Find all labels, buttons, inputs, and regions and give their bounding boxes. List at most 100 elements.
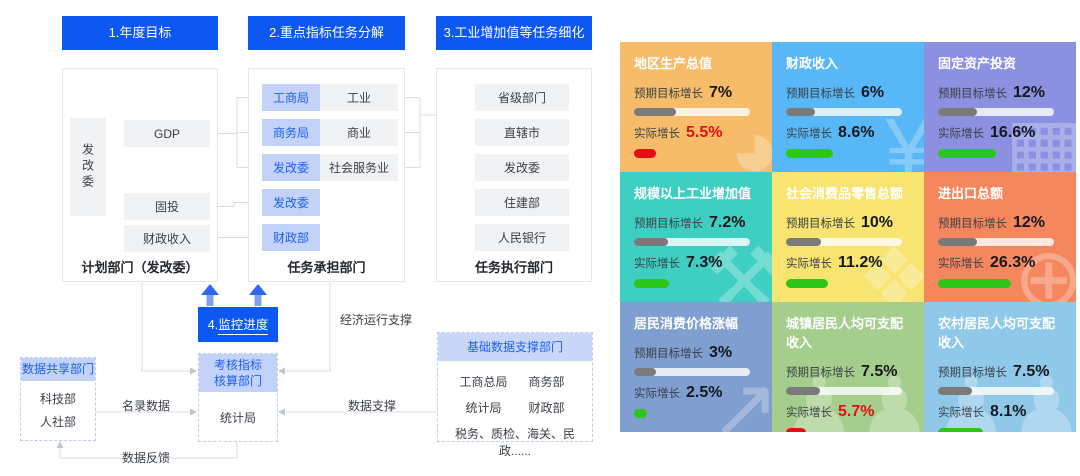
target-label: 预期目标增长 [634, 348, 703, 360]
target-value: 7% [709, 84, 733, 101]
target-label: 预期目标增长 [786, 367, 855, 379]
support-more: 税务、质检、海关、民政...... [454, 427, 575, 458]
monitor-label: 监控进度 [218, 314, 269, 335]
actual-value: 5.5% [686, 124, 723, 141]
actual-label: 实际增长 [634, 388, 680, 400]
actual-bar [634, 279, 669, 288]
dept-chip: 财政部 [262, 224, 320, 251]
base-support-title: 基础数据支撑部门 [438, 333, 592, 361]
card-gdp: ◕ 地区生产总值 预期目标增长 7% 实际增长 5.5% [620, 42, 772, 172]
undertake-caption: 任务承担部门 [287, 260, 366, 275]
step3-header: 3.工业增加值等任务细化 [436, 16, 592, 50]
target-label: 预期目标增长 [634, 218, 703, 230]
money-bag-icon: ¥ [885, 101, 924, 172]
actual-bar [634, 409, 647, 418]
target-track [786, 108, 902, 116]
fiscal-revenue-box: 财政收入 [124, 225, 210, 252]
target-value: 7.5% [1013, 363, 1050, 380]
target-label: 预期目标增长 [786, 88, 855, 100]
target-value: 12% [1013, 84, 1046, 101]
buildings-icon: ▦ [1004, 101, 1076, 172]
dept-chip: 商务局 [262, 119, 320, 146]
data-feedback-label: 数据反馈 [122, 451, 171, 465]
card-title: 农村居民人均可支配收入 [938, 316, 1056, 350]
fixed-investment-box: 固投 [124, 193, 210, 220]
card-urban-income: ♟♟ 城镇居民人均可支配收入 预期目标增长 7.5% 实际增长 5.7% [772, 302, 924, 432]
data-share-title: 数据共享部门 [21, 358, 95, 381]
actual-label: 实际增长 [786, 258, 832, 270]
target-track [938, 238, 1054, 246]
actual-bar [786, 279, 828, 288]
target-label: 预期目标增长 [634, 88, 703, 100]
target-fill [938, 108, 978, 116]
card-title: 财政收入 [786, 56, 839, 71]
exec-box: 发改委 [475, 154, 569, 181]
data-share-box: 数据共享部门 科技部 人社部 [20, 357, 96, 441]
support-item: 商务部 [528, 375, 565, 389]
target-value: 7.5% [861, 363, 898, 380]
monitor-progress-box: 4. 监控进度 [198, 307, 278, 342]
target-value: 10% [861, 214, 894, 231]
sector-box: 商业 [320, 119, 398, 146]
card-industrial-added-value: ⚒ 规模以上工业增加值 预期目标增长 7.2% 实际增长 7.3% [620, 172, 772, 302]
card-import-export: ⊕ 进出口总额 预期目标增长 12% 实际增长 26.3% [924, 172, 1076, 302]
target-track [634, 238, 750, 246]
actual-value: 16.6% [990, 124, 1036, 141]
target-track [786, 238, 902, 246]
actual-value: 8.1% [990, 403, 1027, 420]
registry-data-label: 名录数据 [122, 399, 171, 413]
target-label: 预期目标增长 [938, 367, 1007, 379]
kpi-card-grid: ◕ 地区生产总值 预期目标增长 7% 实际增长 5.5% ¥ 财政收入 预期目标增长… [620, 42, 1076, 432]
card-title: 地区生产总值 [634, 56, 713, 71]
people-icon: ♟♟ [781, 361, 924, 432]
actual-bar [938, 428, 983, 432]
step2-header: 2.重点指标任务分解 [248, 16, 405, 50]
actual-bar [938, 279, 1011, 288]
sector-box: 社会服务业 [320, 154, 398, 181]
target-track [786, 387, 902, 395]
support-item: 财政部 [528, 401, 565, 415]
economic-support-label: 经济运行支撑 [340, 313, 413, 327]
actual-bar [938, 149, 996, 158]
actual-value: 7.3% [686, 254, 723, 271]
dept-chip: 发改委 [262, 154, 320, 181]
execute-caption: 任务执行部门 [474, 260, 553, 275]
card-title: 固定资产投资 [938, 56, 1017, 71]
globe-icon: ⊕ [1013, 231, 1076, 302]
target-fill [634, 368, 657, 376]
price-tag-icon: ❖ [856, 231, 924, 302]
target-label: 预期目标增长 [938, 218, 1007, 230]
card-cpi: ↗ 居民消费价格涨幅 预期目标增长 3% 实际增长 2.5% [620, 302, 772, 432]
actual-value: 8.6% [838, 124, 875, 141]
target-fill [634, 238, 668, 246]
step1-header: 1.年度目标 [62, 16, 218, 50]
actual-bar [634, 149, 656, 158]
assessment-title: 考核指标 核算部门 [199, 354, 277, 392]
card-title: 居民消费价格涨幅 [634, 316, 739, 331]
exec-box: 人民银行 [475, 224, 569, 251]
gdp-box: GDP [124, 120, 210, 147]
exec-box: 直辖市 [475, 119, 569, 146]
actual-value: 5.7% [838, 403, 875, 420]
monitor-prefix: 4. [207, 317, 219, 332]
people-icon: ♟♟ [933, 361, 1076, 432]
target-label: 预期目标增长 [938, 88, 1007, 100]
card-title: 规模以上工业增加值 [634, 186, 752, 201]
base-support-box: 基础数据支撑部门 工商总局 商务部 统计局 财政部 税务、质检、海关、民政...… [437, 332, 593, 458]
actual-label: 实际增长 [634, 258, 680, 270]
data-share-item: 人社部 [39, 415, 76, 429]
pie-chart-icon: ◕ [729, 101, 772, 172]
card-retail-sales: ❖ 社会消费品零售总额 预期目标增长 10% 实际增长 11.2% [772, 172, 924, 302]
card-title: 进出口总额 [938, 186, 1004, 201]
card-title: 城镇居民人均可支配收入 [786, 316, 904, 350]
actual-value: 2.5% [686, 384, 723, 401]
ndrc-vertical-box: 发改委 [70, 118, 106, 216]
target-fill [634, 108, 676, 116]
target-track [634, 368, 750, 376]
dept-chip: 发改委 [262, 189, 320, 216]
target-fill [938, 387, 972, 395]
tools-icon: ⚒ [704, 231, 772, 302]
card-fiscal-revenue: ¥ 财政收入 预期目标增长 6% 实际增长 8.6% [772, 42, 924, 172]
target-label: 预期目标增长 [786, 218, 855, 230]
